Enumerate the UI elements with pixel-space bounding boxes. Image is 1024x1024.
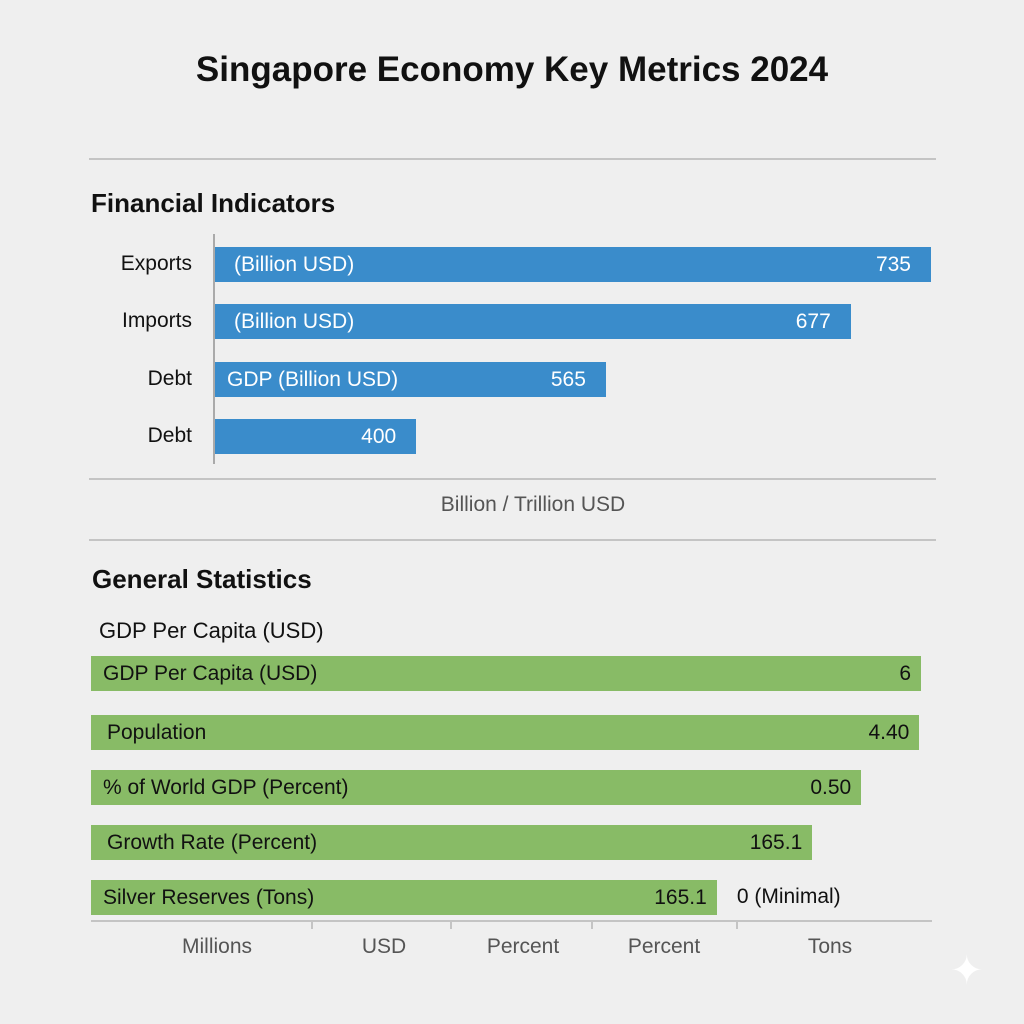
category-label: Debt [147, 367, 192, 390]
bar-value-label: 0.50 [810, 775, 852, 799]
y-axis-line [213, 234, 215, 464]
bar-value-label: 165.1 [654, 885, 707, 909]
bar-inner-label: GDP (Billion USD) [227, 367, 399, 391]
x-axis-line [91, 920, 932, 922]
sparkle-icon: ✦ [950, 949, 984, 993]
bar-value-label: 735 [875, 252, 911, 276]
bar-inner-label: Growth Rate (Percent) [107, 830, 318, 854]
category-label: Exports [120, 252, 192, 275]
bar: (Billion USD) 677 [215, 304, 851, 339]
bar-value-label: 165.1 [749, 830, 803, 854]
bar: 400 [215, 419, 417, 454]
bar-inner-label: % of World GDP (Percent) [103, 775, 349, 799]
category-label: Imports [121, 309, 192, 332]
x-unit-label: Tons [807, 935, 853, 958]
bar: (Billion USD) 735 [215, 247, 931, 282]
bar-inner-label: Population [107, 720, 207, 744]
divider [89, 539, 936, 541]
x-unit-label: Millions [181, 935, 253, 958]
bar-outside-label: 0 (Minimal) [736, 885, 841, 908]
bar-inner-label: GDP Per Capita (USD) [103, 661, 318, 685]
bar-inner-label: Silver Reserves (Tons) [103, 885, 315, 909]
bar: GDP Per Capita (USD) 6 [91, 656, 921, 691]
x-axis-line [89, 478, 936, 480]
x-tick [736, 921, 738, 929]
bar-value-label: 6 [899, 661, 911, 685]
x-unit-label: USD [361, 935, 407, 958]
bar: % of World GDP (Percent) 0.50 [91, 770, 862, 805]
bar-inner-label: (Billion USD) [234, 252, 355, 276]
x-tick [450, 921, 452, 929]
section-subtitle: GDP Per Capita (USD) [99, 618, 324, 643]
bar-value-label: 400 [361, 424, 397, 448]
bar-value-label: 677 [795, 309, 831, 333]
bar-value-label: 565 [550, 367, 586, 391]
bar: Growth Rate (Percent) 165.1 [91, 825, 813, 860]
bar: Silver Reserves (Tons) 165.1 [91, 880, 717, 915]
category-label: Debt [147, 424, 192, 447]
section-title-general: General Statistics [92, 564, 312, 594]
x-axis-label: Billion / Trillion USD [440, 493, 626, 516]
divider [89, 158, 936, 160]
x-unit-label: Percent [627, 935, 701, 958]
bar-value-label: 4.40 [868, 720, 910, 744]
chart-title: Singapore Economy Key Metrics 2024 [195, 50, 829, 89]
x-tick [591, 921, 593, 929]
section-title-financial: Financial Indicators [91, 188, 336, 218]
x-unit-label: Percent [486, 935, 560, 958]
x-tick [311, 921, 313, 929]
bar: GDP (Billion USD) 565 [215, 362, 606, 397]
bar-inner-label: (Billion USD) [234, 309, 355, 333]
bar: Population 4.40 [91, 715, 920, 750]
